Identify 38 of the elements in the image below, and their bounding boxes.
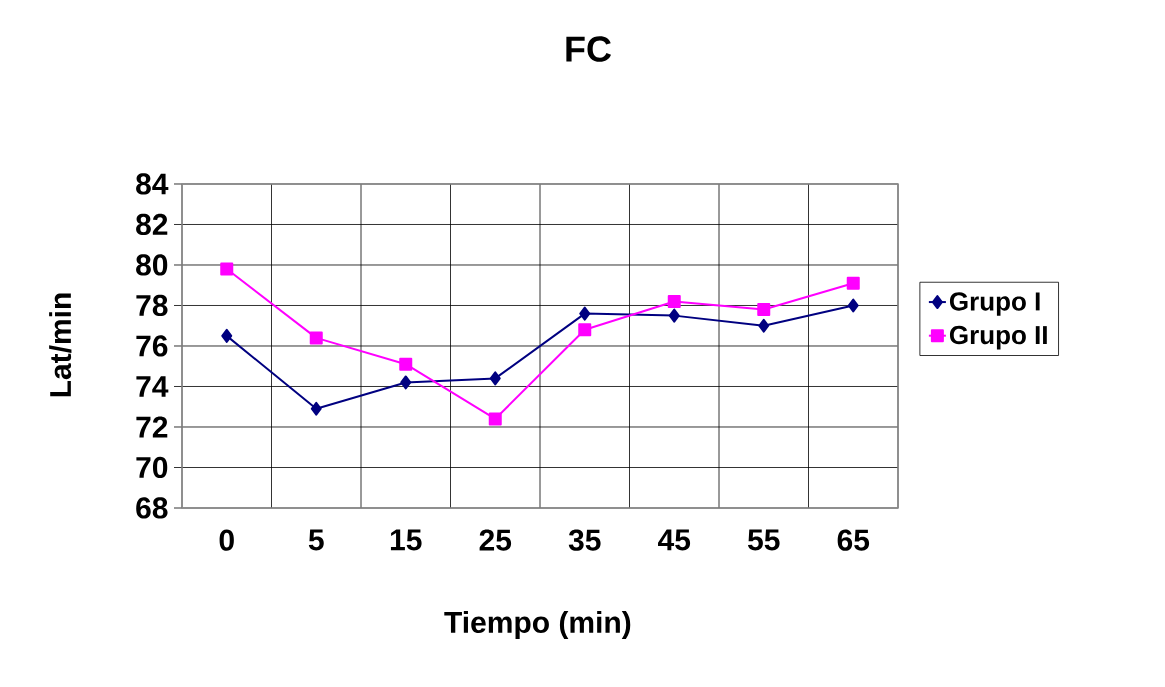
point (667, 294, 681, 308)
point (668, 308, 680, 323)
y-tick-label: 80 (136, 254, 168, 276)
point (578, 323, 592, 337)
y-tick-label: 84 (136, 173, 169, 195)
legend-label: Grupo I (949, 292, 1040, 316)
point (488, 412, 502, 426)
y-tick-label: 70 (136, 456, 168, 479)
legend-label: Grupo II (949, 325, 1047, 350)
x-axis-title: Tiempo (min) (444, 610, 631, 639)
y-tick-label: 74 (136, 376, 169, 397)
y-tick-label: 72 (136, 416, 168, 438)
point (221, 328, 233, 343)
point (846, 276, 860, 290)
y-tick-label: 82 (136, 213, 168, 236)
y-axis-title: Lat/min (49, 293, 72, 397)
x-tick-label: 45 (658, 529, 691, 551)
x-tick-label: 55 (747, 529, 780, 551)
point (220, 262, 234, 276)
x-tick-label: 0 (219, 529, 234, 551)
x-tick-label: 35 (568, 529, 601, 551)
point (758, 318, 770, 333)
point (400, 375, 412, 390)
y-tick-label: 78 (136, 294, 168, 317)
point (309, 331, 323, 345)
point (310, 401, 322, 416)
x-tick-label: 65 (837, 529, 870, 551)
y-tick-label: 68 (136, 497, 168, 519)
x-tick-label: 5 (308, 529, 324, 551)
point (489, 371, 501, 386)
chart-title: FC (566, 36, 611, 62)
x-tick-label: 25 (479, 529, 512, 551)
point (847, 298, 859, 313)
point (579, 306, 591, 321)
point (399, 357, 413, 371)
point (757, 303, 771, 317)
x-tick-label: 15 (390, 529, 422, 551)
y-tick-label: 76 (136, 335, 168, 357)
